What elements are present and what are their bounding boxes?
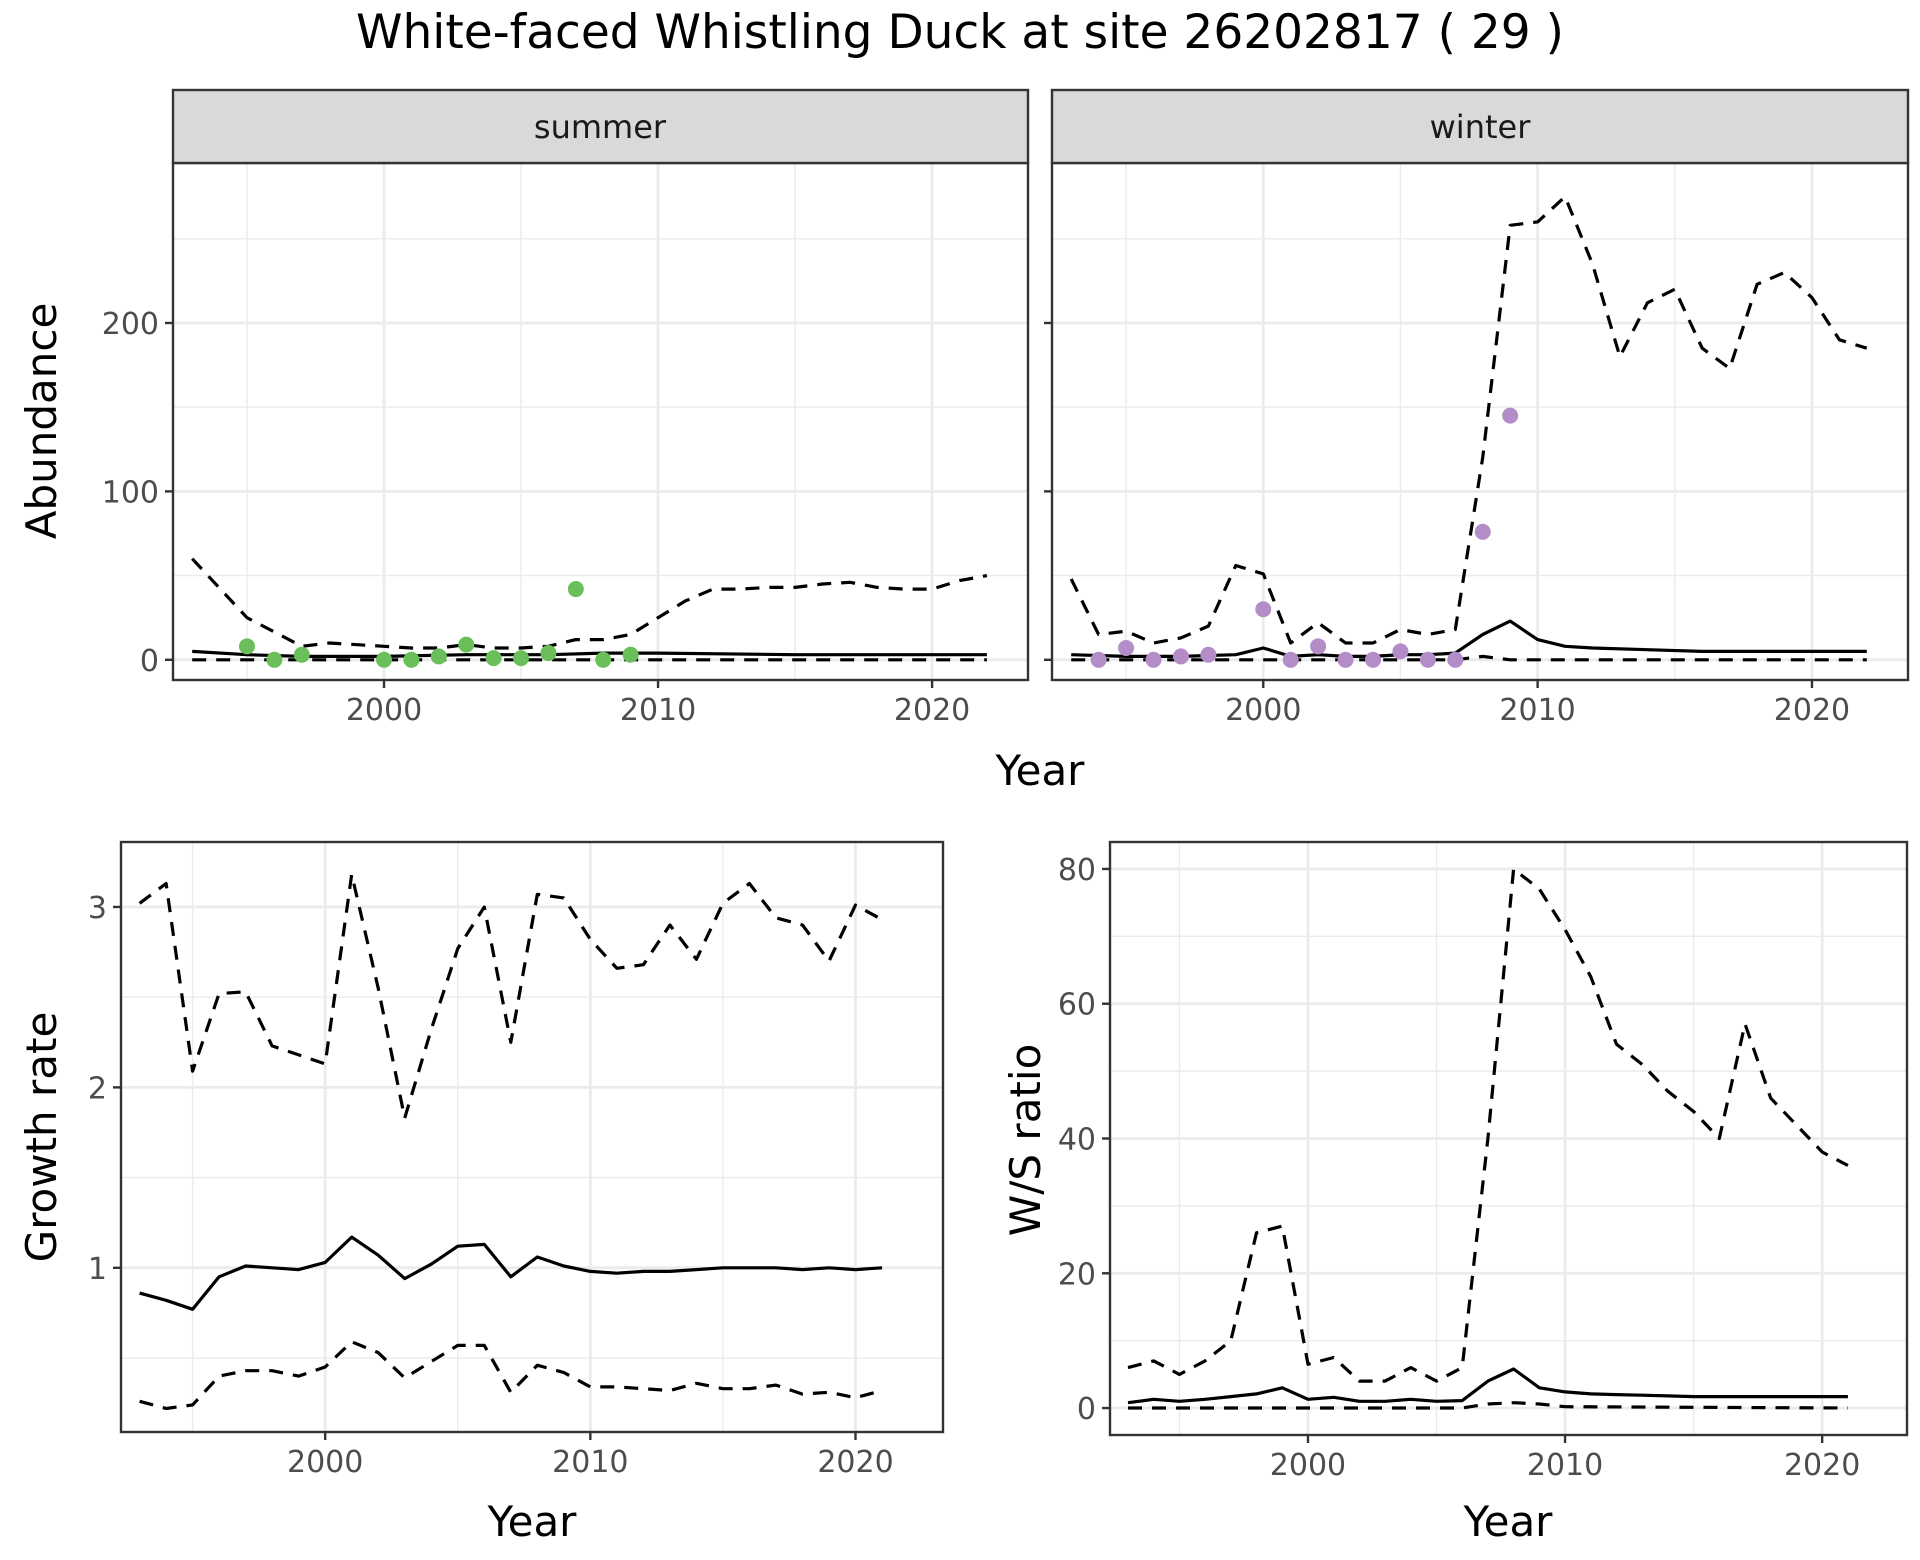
panel-summer: summer 2000 2010 2020 0 100 200 (102, 88, 1030, 728)
series-line-1-dashed (1127, 867, 1849, 1383)
y-tick-label: 1 (88, 1252, 107, 1287)
data-point (1474, 523, 1491, 540)
data-point (1310, 638, 1327, 655)
strip-background (1050, 88, 1910, 165)
y-tick-label: 0 (140, 644, 159, 679)
x-tick-label: 2000 (346, 693, 422, 728)
x-axis-title-top: Year (995, 746, 1086, 795)
x-axis-ticks: 2000 2010 2020 (287, 1432, 894, 1480)
data-point (485, 650, 502, 667)
data-point (1447, 651, 1464, 668)
y-axis-title-growth-rate: Growth rate (17, 1012, 66, 1263)
y-axis-ticks (1044, 321, 1052, 661)
data-point (266, 651, 283, 668)
x-tick-label: 2010 (620, 693, 696, 728)
data-point (1172, 648, 1189, 665)
data-point (403, 651, 420, 668)
panel-growth-rate: 2000 2010 2020 1 2 3 (88, 840, 945, 1480)
series-line-1-dashed (138, 872, 883, 1120)
x-tick-label: 2010 (552, 1445, 628, 1480)
data-points (1090, 407, 1519, 668)
series-lines (138, 872, 883, 1411)
series-line-1-dashed (191, 557, 988, 650)
data-point (1200, 646, 1217, 663)
data-point (513, 650, 530, 667)
data-point (238, 638, 255, 655)
panel-border (119, 840, 945, 1434)
x-tick-label: 2020 (1774, 693, 1850, 728)
x-tick-label: 2020 (817, 1445, 893, 1480)
data-point (1090, 651, 1107, 668)
data-point (1282, 651, 1299, 668)
series-lines (1069, 195, 1868, 662)
y-axis-ticks: 0 20 40 60 80 (1058, 853, 1110, 1427)
y-tick-label: 60 (1058, 988, 1096, 1023)
data-point (1337, 651, 1354, 668)
strip-background (171, 88, 1030, 165)
data-point (1255, 601, 1272, 618)
panel-background (1052, 163, 1908, 680)
series-lines (1127, 867, 1849, 1410)
x-tick-label: 2020 (894, 693, 970, 728)
y-axis-ticks: 1 2 3 (88, 891, 121, 1287)
y-tick-label: 100 (102, 475, 159, 510)
data-point (1502, 407, 1519, 424)
data-point (1118, 640, 1135, 657)
y-tick-label: 3 (88, 891, 107, 926)
panel-background (173, 163, 1028, 680)
series-line-0-solid (139, 1235, 883, 1311)
series-line-1-dashed (1069, 195, 1868, 645)
series-line-2-dashed (1071, 654, 1867, 662)
data-point (293, 646, 310, 663)
y-axis-ticks: 0 100 200 (102, 307, 173, 679)
data-point (430, 648, 447, 665)
data-point (1392, 643, 1409, 660)
data-point (567, 581, 584, 598)
chart-title: White-faced Whistling Duck at site 26202… (356, 5, 1564, 60)
x-tick-label: 2000 (1225, 693, 1301, 728)
y-tick-label: 0 (1077, 1392, 1096, 1427)
data-point (1365, 651, 1381, 668)
data-point (540, 645, 557, 662)
y-tick-label: 40 (1058, 1123, 1096, 1158)
data-point (1145, 651, 1162, 668)
x-axis-ticks: 2000 2010 2020 (1270, 1435, 1860, 1483)
data-point (622, 646, 639, 663)
x-tick-label: 2010 (1527, 1448, 1603, 1483)
x-tick-label: 2010 (1499, 693, 1575, 728)
y-axis-title-ws-ratio: W/S ratio (1001, 1044, 1050, 1237)
x-axis-ticks: 2000 2010 2020 (346, 680, 970, 728)
x-axis-ticks: 2000 2010 2020 (1225, 680, 1850, 728)
data-point (458, 636, 475, 653)
gridlines (173, 163, 1028, 680)
data-point (1419, 651, 1436, 668)
data-point (595, 651, 612, 668)
series-line-2-dashed (1128, 1401, 1848, 1410)
y-tick-label: 2 (88, 1071, 107, 1106)
panel-ws-ratio: 2000 2010 2020 0 20 40 60 80 (1058, 840, 1909, 1483)
strip-label-summer: summer (534, 108, 667, 146)
x-axis-title-growth: Year (487, 1497, 578, 1546)
panel-winter: winter 2000 2010 2020 (1044, 88, 1910, 728)
x-tick-label: 2000 (287, 1445, 363, 1480)
y-tick-label: 200 (102, 307, 159, 342)
series-line-0-solid (1071, 619, 1867, 658)
y-axis-title-abundance: Abundance (17, 303, 66, 540)
panel-background (121, 842, 943, 1432)
gridlines (1110, 842, 1907, 1435)
series-line-0-solid (1127, 1367, 1848, 1405)
y-tick-label: 20 (1058, 1257, 1096, 1292)
x-tick-label: 2020 (1784, 1448, 1860, 1483)
strip-label-winter: winter (1430, 108, 1532, 146)
x-axis-title-ratio: Year (1463, 1497, 1554, 1546)
data-point (376, 651, 393, 668)
x-tick-label: 2000 (1270, 1448, 1346, 1483)
y-tick-label: 80 (1058, 853, 1096, 888)
data-points (238, 581, 639, 668)
